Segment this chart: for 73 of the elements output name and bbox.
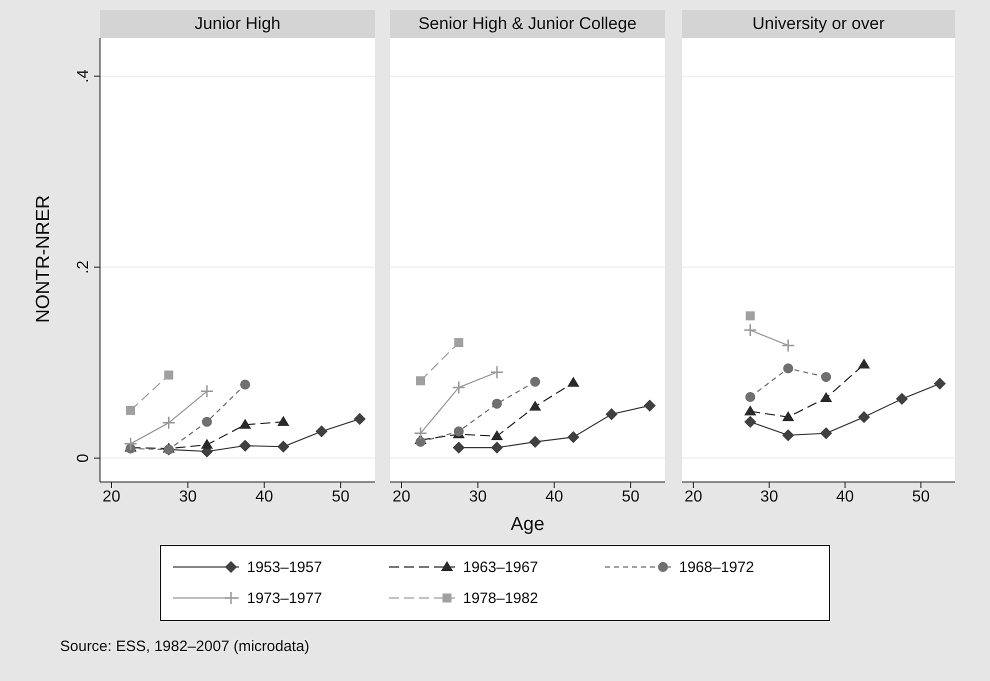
legend-label: 1973–1977 bbox=[247, 590, 322, 606]
chart-title: Junior High bbox=[100, 10, 375, 38]
point bbox=[200, 438, 213, 449]
point bbox=[858, 411, 870, 424]
x-tick-label: 20 bbox=[684, 488, 702, 506]
source-note: Source: ESS, 1982–2007 (microdata) bbox=[60, 638, 310, 655]
point bbox=[414, 426, 428, 440]
legend-label: 1953–1957 bbox=[247, 558, 322, 576]
legend-label: 1963–1967 bbox=[463, 558, 538, 576]
point bbox=[277, 440, 290, 453]
point bbox=[492, 398, 502, 409]
legend-label: 1978–1982 bbox=[463, 590, 538, 606]
chart-title: University or over bbox=[682, 10, 955, 38]
point bbox=[239, 418, 252, 429]
legend-label: 1968–1972 bbox=[679, 558, 754, 576]
point bbox=[744, 405, 756, 416]
point bbox=[452, 380, 466, 394]
point bbox=[354, 412, 366, 425]
point bbox=[277, 416, 290, 426]
x-tick-label: 40 bbox=[545, 488, 564, 506]
point bbox=[745, 392, 756, 402]
point bbox=[200, 384, 214, 398]
x-tick-label: 20 bbox=[102, 488, 120, 506]
point bbox=[416, 376, 426, 386]
point bbox=[316, 425, 328, 438]
point bbox=[126, 406, 136, 415]
x-tick-label: 50 bbox=[622, 488, 640, 506]
point bbox=[567, 376, 580, 387]
point bbox=[820, 427, 832, 440]
point bbox=[746, 311, 755, 320]
point bbox=[896, 392, 908, 405]
x-tick-label: 50 bbox=[332, 488, 350, 506]
point bbox=[529, 436, 542, 448]
point bbox=[934, 378, 946, 390]
point bbox=[490, 430, 503, 440]
point bbox=[529, 400, 542, 411]
point bbox=[490, 365, 504, 379]
point bbox=[240, 380, 250, 390]
point bbox=[858, 358, 870, 369]
point bbox=[744, 416, 756, 428]
point bbox=[490, 442, 503, 454]
point bbox=[821, 372, 832, 382]
point bbox=[416, 436, 426, 447]
y-tick-label: .4 bbox=[75, 69, 92, 83]
point bbox=[164, 370, 174, 380]
y-tick-label: 0 bbox=[75, 454, 92, 463]
point bbox=[781, 338, 795, 352]
x-tick-label: 50 bbox=[912, 488, 930, 506]
chart-title: Senior High & Junior College bbox=[390, 10, 665, 38]
point bbox=[606, 408, 618, 420]
point bbox=[124, 437, 138, 451]
x-tick-label: 30 bbox=[468, 488, 487, 506]
x-tick-label: 20 bbox=[392, 488, 410, 506]
x-axis-title: Age bbox=[510, 514, 546, 536]
point bbox=[530, 376, 540, 387]
point bbox=[202, 416, 212, 427]
x-tick-label: 30 bbox=[760, 488, 778, 506]
y-tick-label: .2 bbox=[75, 260, 92, 274]
point bbox=[644, 400, 656, 412]
y-axis-title: NONTR-NRER bbox=[33, 194, 55, 325]
point bbox=[782, 411, 794, 422]
point bbox=[454, 338, 464, 348]
point bbox=[452, 442, 465, 454]
x-tick-label: 30 bbox=[178, 488, 197, 506]
point bbox=[567, 431, 580, 444]
point bbox=[162, 416, 176, 430]
x-tick-label: 40 bbox=[836, 488, 854, 506]
x-tick-label: 40 bbox=[255, 488, 274, 506]
point bbox=[744, 323, 757, 337]
point bbox=[783, 363, 794, 374]
point bbox=[239, 440, 252, 452]
point bbox=[782, 429, 794, 442]
point bbox=[820, 392, 832, 402]
